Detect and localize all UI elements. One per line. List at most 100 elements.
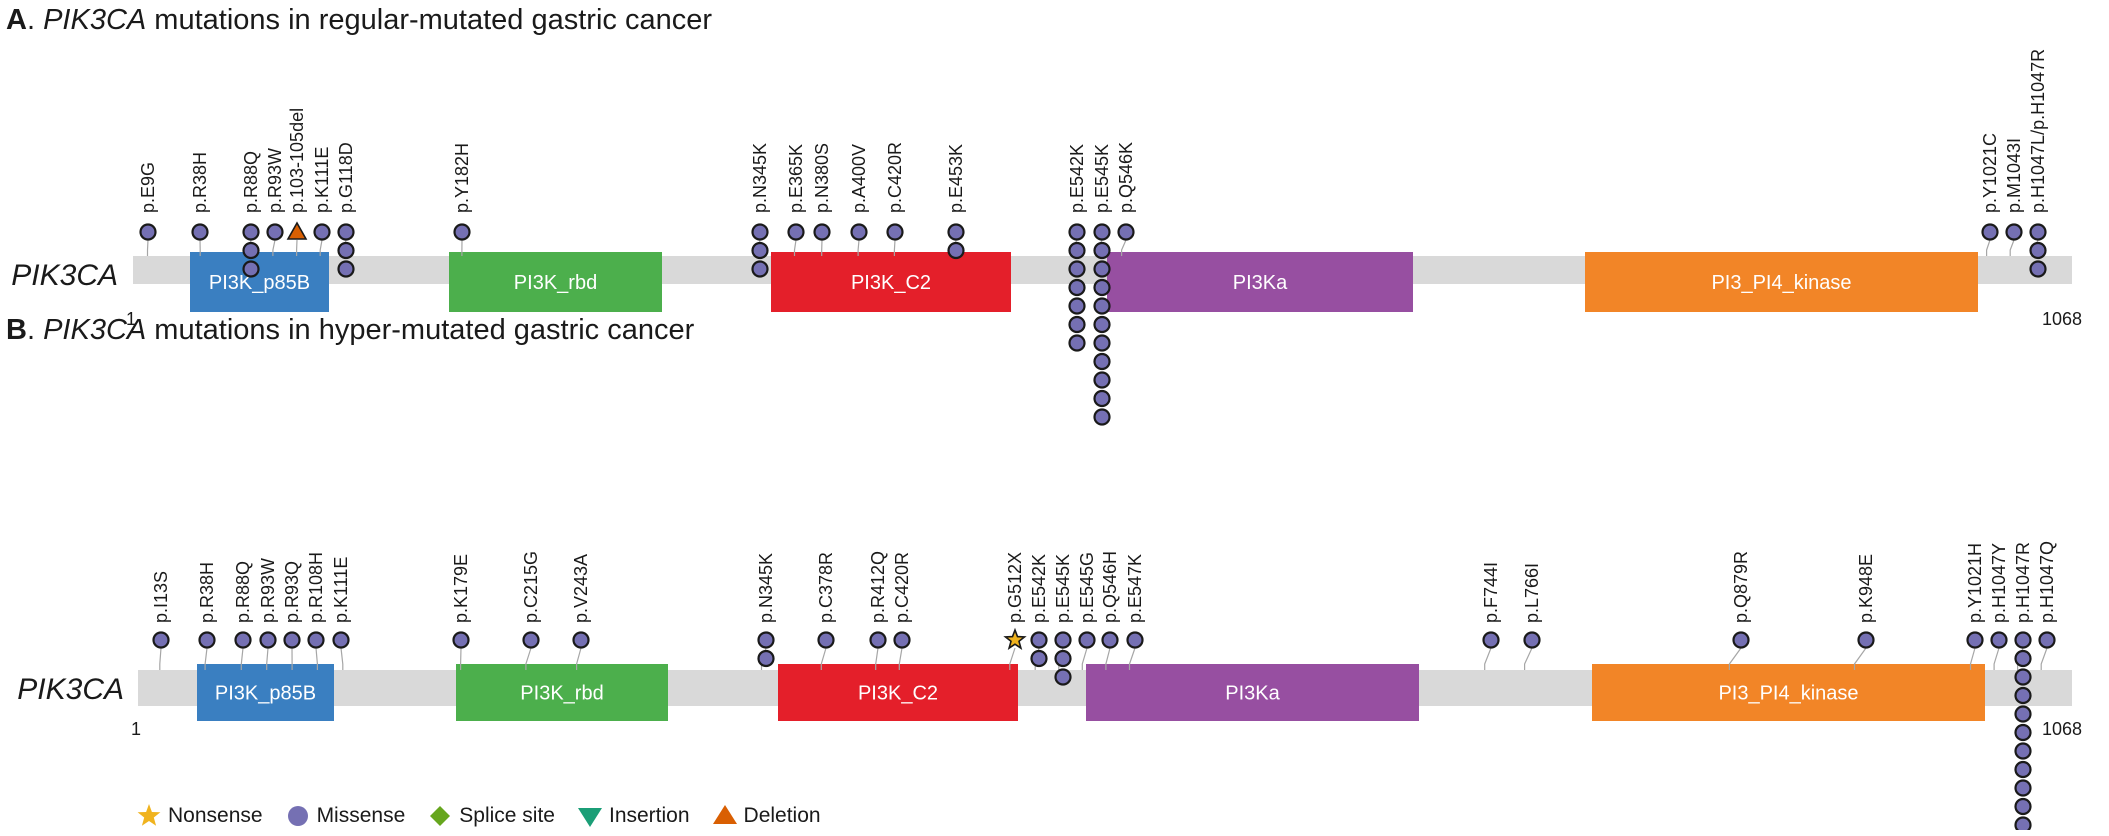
panel-b-mutation-label: p.C420R <box>892 552 912 623</box>
panel-b-mutation-label: p.R38H <box>197 562 217 623</box>
panel-b-mutation-marker <box>1992 633 2007 648</box>
panel-b-mutation-marker-stack <box>2016 818 2031 831</box>
panel-a-mutation-label: p.G118D <box>336 142 356 213</box>
panel-b-start-position-label: 1 <box>131 719 141 739</box>
panel-b-mutation-label: p.R93Q <box>282 561 302 623</box>
panel-b-mutation-marker-stack <box>1056 651 1071 666</box>
panel-a-mutation-marker-stack <box>339 243 354 258</box>
panel-b-mutation-label: p.E542K <box>1029 554 1049 623</box>
panel-a-mutation-label: p.E453K <box>946 144 966 213</box>
panel-a-mutation-label: p.E542K <box>1067 144 1087 213</box>
panel-a-mutation-p-r38h: p.R38H <box>190 152 210 256</box>
panel-b-mutation-p-r412q: p.R412Q <box>868 551 888 670</box>
legend-item-deletion: Deletion <box>712 803 821 829</box>
panel-b-mutation-marker-stack <box>1056 670 1071 685</box>
panel-b-domain-label-pi3k-p85b: PI3K_p85B <box>215 683 316 705</box>
panel-a-mutation-marker-stack <box>244 243 259 258</box>
panel-b-mutation-label: p.R88Q <box>233 561 253 623</box>
panel-a-mutation-p-e365k: p.E365K <box>786 144 806 256</box>
panel-b-mutation-label: p.L766I <box>1522 563 1542 623</box>
panel-b-mutation-p-e545k: p.E545K <box>1053 554 1073 685</box>
circle-icon <box>285 803 311 829</box>
panel-a-mutation-marker <box>288 223 306 239</box>
panel-a-mutation-marker-stack <box>1070 280 1085 295</box>
panel-b-mutation-label: p.R412Q <box>868 551 888 623</box>
diamond-icon <box>427 803 453 829</box>
panel-a-mutation-marker <box>244 225 259 240</box>
panel-b-mutation-p-v243a: p.V243A <box>571 554 591 670</box>
panel-b-mutation-label: p.H1047R <box>2013 542 2033 623</box>
panel-b-mutation-p-q546h: p.Q546H <box>1100 551 1120 670</box>
panel-b-mutation-marker-stack <box>2016 799 2031 814</box>
panel-a-gene-label: PIK3CA <box>11 259 118 292</box>
panel-a-mutation-marker-stack <box>949 243 964 258</box>
panel-a-mutation-marker <box>268 225 283 240</box>
panel-a-mutation-label: p.R93W <box>265 148 285 213</box>
panel-b-mutation-marker-stack <box>2016 725 2031 740</box>
panel-b-mutation-marker <box>819 633 834 648</box>
panel-b-mutation-marker <box>154 633 169 648</box>
panel-b-mutation-p-q879r: p.Q879R <box>1729 551 1751 670</box>
panel-b-mutation-marker <box>1080 633 1095 648</box>
panel-b-mutation-stem <box>1485 648 1491 670</box>
panel-b-domain-label-pi3k-c2: PI3K_C2 <box>858 683 938 705</box>
panel-a-mutation-marker-stack <box>2031 243 2046 258</box>
panel-b-mutation-label: p.N345K <box>756 553 776 623</box>
panel-b-mutation-marker <box>895 633 910 648</box>
panel-b-mutation-marker-stack <box>2016 688 2031 703</box>
panel-a-mutation-label: p.H1047L/p.H1047R <box>2028 49 2048 213</box>
panel-b-mutation-marker <box>334 633 349 648</box>
panel-b-mutation-p-n345k: p.N345K <box>756 553 776 670</box>
panel-b-mutation-marker-stack <box>2016 670 2031 685</box>
panel-b-mutation-stem <box>1994 648 1999 670</box>
panel-b-mutation-marker <box>261 633 276 648</box>
panel-a-mutation-marker <box>455 225 470 240</box>
panel-a-mutation-label: p.A400V <box>849 144 869 213</box>
panel-b-mutation-p-g512x: p.G512X <box>1005 552 1025 670</box>
panel-b-mutation-p-c420r: p.C420R <box>892 552 912 670</box>
panel-b-mutation-label: p.E545G <box>1077 552 1097 623</box>
panel-a-mutation-marker <box>789 225 804 240</box>
panel-a-mutation-marker-stack <box>1095 243 1110 258</box>
panel-a-mutation-p-a400v: p.A400V <box>849 144 869 256</box>
panel-b-mutation-label: p.H1047Q <box>2037 541 2057 623</box>
panel-a-domain-label-pi3ka: PI3Ka <box>1233 272 1288 294</box>
panel-b-mutation-label: p.Q879R <box>1731 551 1751 623</box>
panel-a-mutation-marker <box>815 225 830 240</box>
panel-b-mutation-marker-stack <box>2016 651 2031 666</box>
panel-a-mutation-marker-stack <box>1095 262 1110 277</box>
panel-b-mutation-label: p.I13S <box>151 571 171 623</box>
legend-label: Deletion <box>744 804 821 828</box>
panel-a-mutation-p-e9g: p.E9G <box>138 162 158 256</box>
panel-b-mutation-stem <box>1525 648 1532 670</box>
panel-b-mutation-p-k948e: p.K948E <box>1855 554 1877 670</box>
panel-b-mutation-marker <box>200 633 215 648</box>
panel-a-mutation-p-e542k: p.E542K <box>1067 144 1087 351</box>
panel-a-mutation-marker-stack <box>1095 354 1110 369</box>
panel-a-mutation-stem <box>1987 240 1990 256</box>
panel-b-mutation-marker <box>1525 633 1540 648</box>
panel-b-mutation-marker <box>759 633 774 648</box>
legend-item-missense: Missense <box>285 803 406 829</box>
panel-b-gene-label: PIK3CA <box>17 673 124 706</box>
panel-a-mutation-marker <box>949 225 964 240</box>
panel-b-mutation-p-e542k: p.E542K <box>1029 554 1049 670</box>
panel-b-mutation-marker <box>1734 633 1749 648</box>
panel-b-mutation-marker <box>454 633 469 648</box>
panel-b-mutation-label: p.K948E <box>1856 554 1876 623</box>
panel-b-domain-label-pi3ka: PI3Ka <box>1225 683 1280 705</box>
panel-b-mutation-p-f744i: p.F744I <box>1481 562 1501 670</box>
legend-label: Missense <box>317 804 406 828</box>
panel-a-mutation-marker-stack <box>1095 391 1110 406</box>
panel-b-mutation-marker-stack <box>2016 781 2031 796</box>
panel-a-mutation-p-n380s: p.N380S <box>812 143 832 256</box>
panel-b-mutation-marker <box>871 633 886 648</box>
panel-b-mutation-label: p.E547K <box>1125 554 1145 623</box>
panel-b-mutation-marker <box>1006 630 1025 648</box>
panel-b-mutation-marker <box>2016 633 2031 648</box>
star-icon <box>136 803 162 829</box>
panel-a-mutation-label: p.R38H <box>190 152 210 213</box>
panel-b-mutation-marker-stack <box>2016 707 2031 722</box>
panel-b-mutation-label: p.K111E <box>331 557 351 623</box>
